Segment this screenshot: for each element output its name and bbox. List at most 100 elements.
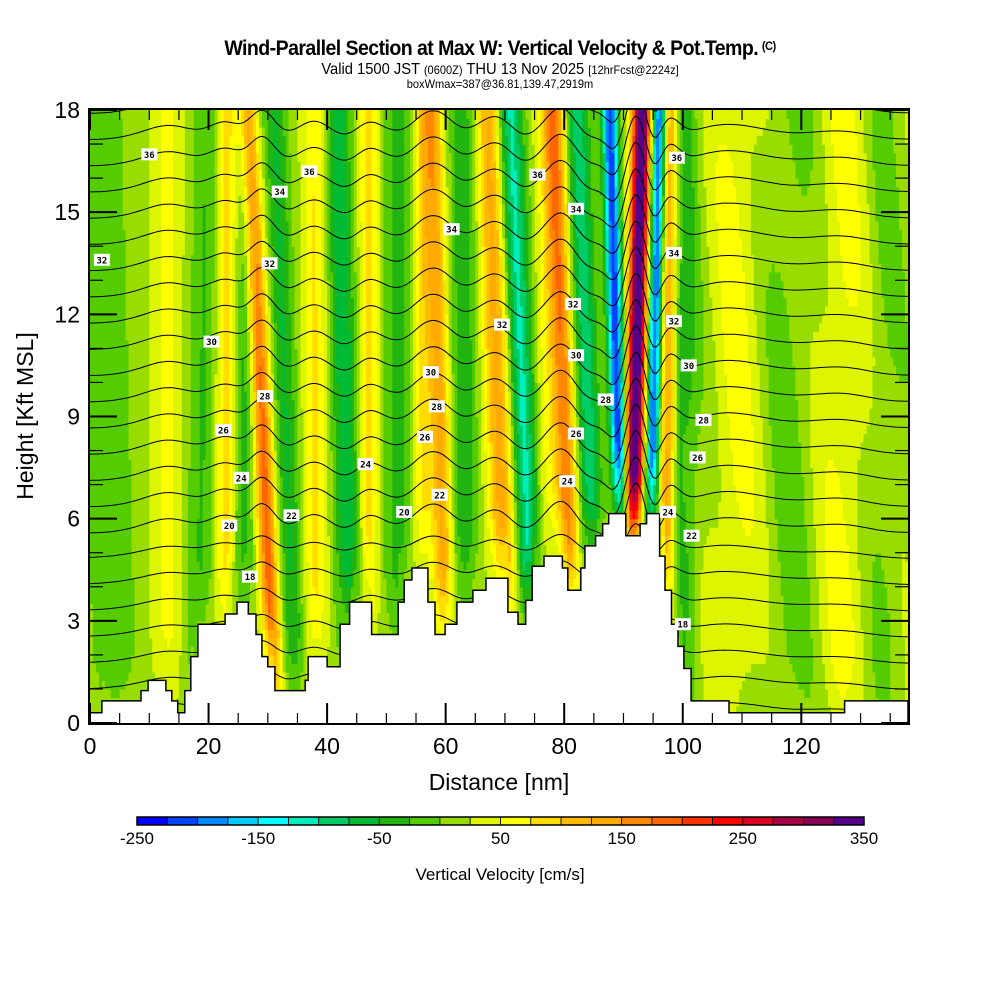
velocity-cell [899, 229, 903, 383]
velocity-cell [300, 110, 304, 409]
velocity-cell [670, 161, 675, 452]
velocity-cell [759, 663, 764, 723]
velocity-cell [504, 186, 509, 239]
velocity-cell [490, 110, 494, 179]
velocity-cell [220, 110, 224, 605]
velocity-cell [902, 637, 906, 723]
velocity-cell [543, 459, 548, 545]
velocity-cell [241, 356, 245, 562]
velocity-cell [632, 135, 636, 171]
velocity-cell [528, 586, 533, 605]
velocity-cell [460, 110, 465, 562]
isentrope-label-box [233, 471, 250, 484]
colorbar-swatch [227, 816, 259, 826]
isentrope-line [90, 246, 908, 307]
isentrope-label-text: 30 [683, 362, 694, 372]
velocity-cell [282, 110, 287, 137]
velocity-cell [641, 450, 645, 469]
velocity-cell [424, 135, 429, 239]
velocity-cell [872, 110, 876, 171]
velocity-cell [261, 408, 266, 503]
isentrope-label-text: 34 [446, 226, 457, 236]
velocity-cell [839, 254, 844, 494]
colorbar: -250 -150 -50 50 150 250 350 [120, 816, 878, 848]
velocity-cell [327, 110, 331, 281]
velocity-cell [739, 110, 743, 239]
isentrope-label-box [674, 618, 691, 631]
velocity-cell [576, 416, 580, 469]
velocity-cell [804, 527, 808, 699]
velocity-cell [623, 144, 628, 307]
colorbar-swatch [257, 816, 289, 826]
velocity-cell [223, 110, 227, 571]
velocity-cell [872, 561, 876, 673]
velocity-cell [170, 110, 174, 639]
velocity-cell [519, 425, 524, 503]
colorbar-swatch [681, 816, 713, 826]
velocity-cell [250, 110, 254, 145]
velocity-cell [748, 535, 752, 673]
velocity-cell [371, 110, 376, 613]
velocity-cell [350, 552, 355, 588]
velocity-cell [439, 110, 444, 145]
isentrope-label-box [428, 400, 445, 413]
velocity-cell [374, 110, 379, 520]
velocity-cell [804, 195, 808, 528]
velocity-cell [576, 314, 580, 366]
velocity-cell [810, 110, 814, 171]
velocity-cell [780, 280, 785, 596]
velocity-cell [502, 118, 506, 162]
velocity-cell [836, 220, 841, 477]
velocity-cell [884, 586, 888, 723]
velocity-cell [244, 110, 248, 145]
velocity-cell [481, 110, 485, 145]
isentrope-label-box [242, 570, 258, 583]
colorbar-frame [136, 816, 865, 826]
velocity-cell [567, 578, 571, 596]
velocity-cell [270, 450, 275, 486]
velocity-cell [590, 110, 595, 213]
velocity-cell [842, 280, 847, 520]
velocity-cell [611, 110, 616, 154]
velocity-cell [638, 442, 642, 477]
velocity-cell [330, 271, 334, 452]
velocity-cell [445, 527, 450, 571]
velocity-cell [513, 169, 518, 273]
velocity-cell [270, 629, 275, 639]
velocity-cell [656, 467, 660, 494]
isentrope-label-text: 32 [96, 256, 107, 266]
velocity-cell [339, 510, 343, 588]
velocity-cell [531, 110, 536, 145]
isentrope-label-box [597, 393, 614, 406]
colorbar-swatch [833, 816, 865, 826]
velocity-cell [644, 331, 648, 358]
velocity-cell [819, 322, 823, 630]
x-tick-label: 40 [314, 733, 340, 759]
velocity-cell [635, 476, 639, 486]
isentrope-label: 36 [141, 148, 158, 161]
velocity-cell [890, 356, 894, 716]
velocity-cell [670, 450, 675, 588]
colorbar-swatch [651, 816, 683, 826]
velocity-cell [270, 110, 275, 247]
velocity-cell [256, 186, 260, 222]
velocity-cell [650, 237, 654, 264]
velocity-cell [659, 331, 663, 367]
velocity-cell [579, 110, 583, 324]
velocity-cell [534, 271, 539, 384]
velocity-cell [670, 110, 675, 162]
velocity-cell [279, 637, 284, 690]
velocity-cell [502, 382, 506, 469]
velocity-cell [496, 535, 500, 562]
velocity-cell [647, 501, 651, 520]
velocity-cell [258, 365, 263, 409]
colorbar-swatch [409, 816, 441, 826]
velocity-cell [196, 518, 201, 562]
velocity-cell [484, 348, 488, 452]
velocity-cell [632, 169, 636, 205]
velocity-cell [641, 263, 645, 307]
isentrope-line [90, 194, 908, 255]
velocity-cell [795, 110, 799, 179]
velocity-cell [499, 127, 503, 171]
colorbar-swatch [136, 816, 168, 826]
